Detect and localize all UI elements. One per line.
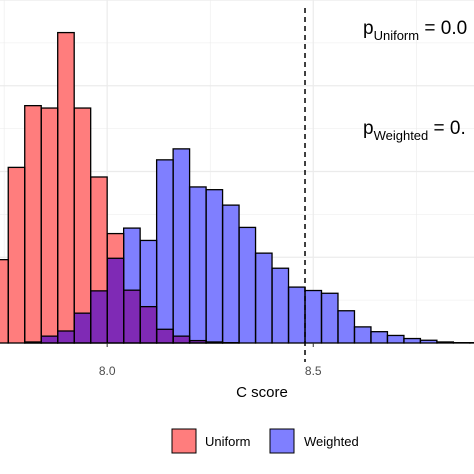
p-value-weighted-annotation: pWeighted = 0.: [363, 118, 466, 143]
p-weighted-value: = 0.: [428, 118, 466, 139]
overlap-bar: [57, 330, 75, 343]
legend-label-weighted: Weighted: [304, 434, 359, 449]
uniform-bar: [57, 32, 75, 331]
legend-key-weighted: [269, 428, 295, 454]
overlap-bar: [140, 306, 157, 343]
weighted-bar: [123, 228, 141, 291]
overlap-bar: [90, 290, 108, 343]
weighted-bar: [288, 287, 306, 343]
weighted-bar: [321, 293, 338, 343]
weighted-bar: [239, 227, 256, 343]
overlap-bar: [173, 336, 190, 343]
weighted-bar: [206, 189, 223, 342]
uniform-bar: [74, 108, 91, 314]
weighted-bar: [272, 268, 289, 343]
p-uniform-value: = 0.0: [419, 18, 467, 39]
overlap-bar: [74, 313, 91, 343]
weighted-bar: [140, 240, 157, 307]
weighted-bar: [403, 338, 421, 343]
uniform-bar: [0, 259, 9, 343]
weighted-bar: [222, 205, 240, 343]
weighted-bar: [370, 331, 388, 343]
weighted-bar: [337, 310, 355, 343]
weighted-bar: [305, 290, 322, 343]
overlap-bar: [156, 329, 174, 343]
overlap-bars: [24, 258, 240, 343]
weighted-bar: [420, 340, 437, 343]
p-uniform-subscript: Uniform: [374, 28, 420, 43]
overlap-bar: [189, 340, 207, 343]
weighted-bar: [354, 326, 371, 343]
uniform-bars: [0, 32, 124, 343]
weighted-bar: [173, 148, 190, 337]
uniform-bar: [90, 176, 108, 291]
weighted-bar: [255, 253, 273, 343]
overlap-bar: [123, 290, 141, 343]
p-uniform-prefix: p: [363, 18, 374, 39]
overlap-bar: [107, 258, 124, 343]
x-axis-ticks: 8.0 8.5: [99, 343, 322, 378]
legend: Uniform Weighted: [171, 428, 359, 454]
bar-outlines: [0, 31, 474, 344]
x-tick-label: 8.5: [305, 364, 322, 378]
legend-label-uniform: Uniform: [205, 434, 251, 449]
p-value-uniform-annotation: pUniform = 0.0: [363, 18, 467, 43]
x-tick-label: 8.0: [99, 364, 116, 378]
weighted-bar: [387, 335, 404, 343]
weighted-bar: [189, 186, 207, 341]
p-weighted-subscript: Weighted: [374, 128, 429, 143]
weighted-bar-outline: [436, 341, 455, 344]
p-weighted-prefix: p: [363, 118, 374, 139]
overlap-bar: [41, 336, 58, 343]
uniform-bar: [107, 233, 124, 259]
weighted-bar: [156, 159, 174, 330]
legend-key-uniform: [171, 428, 197, 454]
uniform-bar: [41, 108, 58, 337]
uniform-bar: [8, 167, 25, 343]
weighted-bars: [123, 148, 474, 343]
uniform-bar: [24, 105, 42, 342]
x-axis-title: C score: [236, 384, 288, 401]
weighted-bar-outline: [24, 341, 42, 344]
